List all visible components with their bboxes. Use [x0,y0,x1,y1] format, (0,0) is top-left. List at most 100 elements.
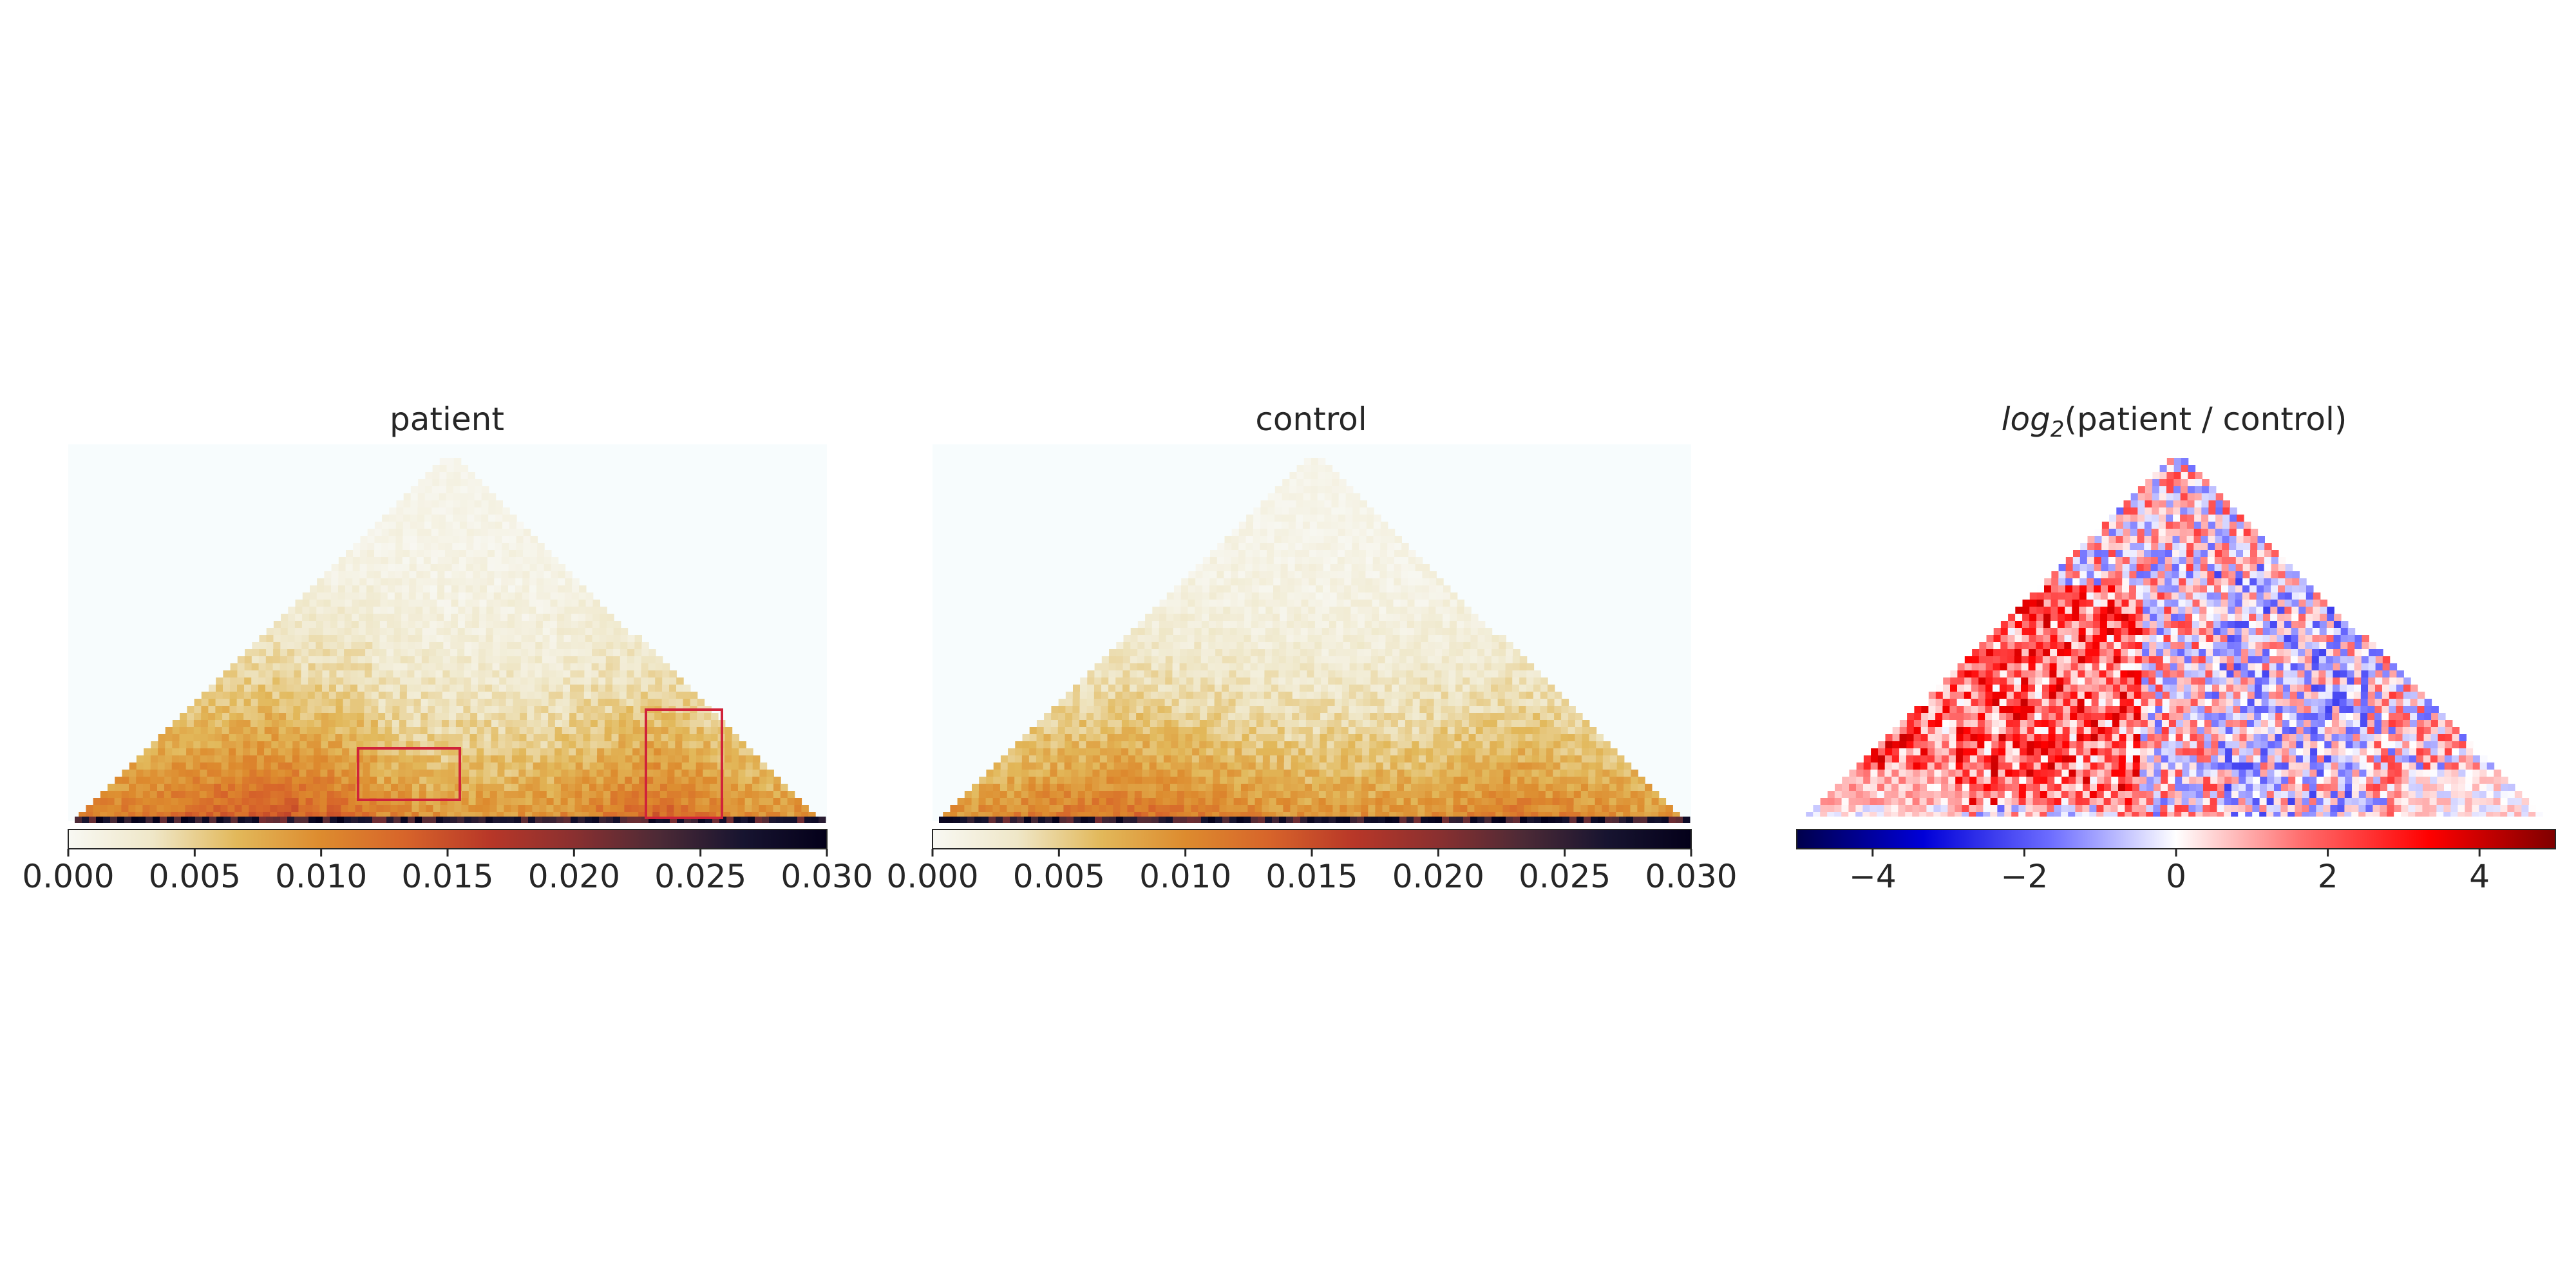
heatmap-cell [423,564,431,572]
heatmap-cell [394,614,402,621]
heatmap-cell [1384,713,1392,721]
heatmap-cell [1392,621,1401,629]
heatmap-cell [426,777,434,784]
diagonal-cell [797,817,805,823]
heatmap-cell [1144,628,1153,636]
heatmap-cell [1249,727,1257,735]
heatmap-cell [591,692,599,699]
heatmap-cell [370,755,378,763]
heatmap-cell [498,734,506,742]
heatmap-cell [234,805,242,813]
heatmap-cell [285,734,293,742]
heatmap-cell [308,628,317,636]
heatmap-cell [388,543,396,551]
heatmap-cell [681,791,689,799]
colorbar-tick-label: 0.000 [22,858,114,895]
heatmap-cell [270,755,279,763]
heatmap-cell [1213,734,1221,742]
heatmap-cell [1228,692,1236,699]
heatmap-cell [1245,543,1253,551]
heatmap-cell [1300,642,1308,650]
heatmap-cell [1498,670,1506,678]
heatmap-cell [596,805,603,813]
heatmap-cell [1440,748,1448,756]
heatmap-cell [1581,770,1589,777]
heatmap-cell [620,642,628,650]
heatmap-cell [507,642,515,650]
heatmap-cell [1101,685,1109,692]
heatmap-cell [515,578,523,586]
heatmap-cell [483,784,491,791]
heatmap-cell [402,578,410,586]
heatmap-cell [377,741,385,749]
heatmap-cell [507,614,515,621]
heatmap-cell [483,777,491,784]
heatmap-cell [1342,670,1350,678]
heatmap-cell [695,798,703,806]
heatmap-cell [1547,706,1555,714]
heatmap-cell [1356,699,1364,706]
heatmap-cell [334,791,342,799]
heatmap-cell [541,699,549,706]
heatmap-cell [738,784,746,791]
heatmap-cell [404,791,413,799]
heatmap-cell [647,741,654,749]
heatmap-cell [1406,663,1414,671]
heatmap-cell [398,755,406,763]
heatmap-cell [1434,663,1443,671]
heatmap-cell [1238,522,1247,529]
heatmap-cell [336,670,344,678]
heatmap-cell [620,677,627,685]
heatmap-cell [249,784,257,791]
heatmap-cell [376,798,384,806]
heatmap-cell [279,685,287,692]
heatmap-cell [1300,677,1307,685]
heatmap-cell [1043,762,1051,770]
heatmap-cell [1335,670,1343,678]
heatmap-cell [287,635,295,643]
heatmap-cell [358,642,366,650]
heatmap-cell [536,585,544,593]
heatmap-cell [229,748,236,756]
heatmap-cell [1433,720,1441,728]
heatmap-cell [710,734,718,742]
heatmap-cell [1199,727,1208,735]
heatmap-cell [632,755,640,763]
heatmap-cell [1305,720,1314,728]
heatmap-cell [1137,635,1145,643]
heatmap-cell [1419,713,1427,721]
heatmap-cell [1151,642,1159,650]
diagonal-cell [627,817,635,823]
heatmap-cell [563,677,571,685]
heatmap-cell [530,550,538,558]
heatmap-cell [381,578,388,586]
heatmap-cell [258,706,265,714]
heatmap-cell [1235,741,1242,749]
heatmap-cell [328,699,337,706]
heatmap-cell [193,727,202,735]
heatmap-cell [1128,727,1137,735]
heatmap-cell [1157,692,1166,699]
heatmap-cell [1461,734,1469,742]
heatmap-cell [1310,493,1318,501]
heatmap-cell [494,557,502,565]
heatmap-cell [431,529,439,536]
heatmap-cell [1188,585,1196,593]
heatmap-cell [79,812,86,820]
heatmap-cell [518,791,526,799]
heatmap-cell [1427,670,1435,678]
heatmap-cell [1289,493,1297,501]
heatmap-cell [460,507,468,515]
heatmap-cell [554,727,563,735]
heatmap-cell [480,522,489,529]
heatmap-cell [1285,670,1293,678]
heatmap-cell [1214,713,1222,721]
heatmap-cell [1504,748,1511,756]
heatmap-cell [477,692,486,699]
heatmap-cell [307,720,315,728]
heatmap-cell [641,656,649,664]
heatmap-cell [522,557,531,565]
heatmap-cell [1497,734,1504,742]
heatmap-cell [625,784,632,791]
heatmap-cell [639,748,647,756]
